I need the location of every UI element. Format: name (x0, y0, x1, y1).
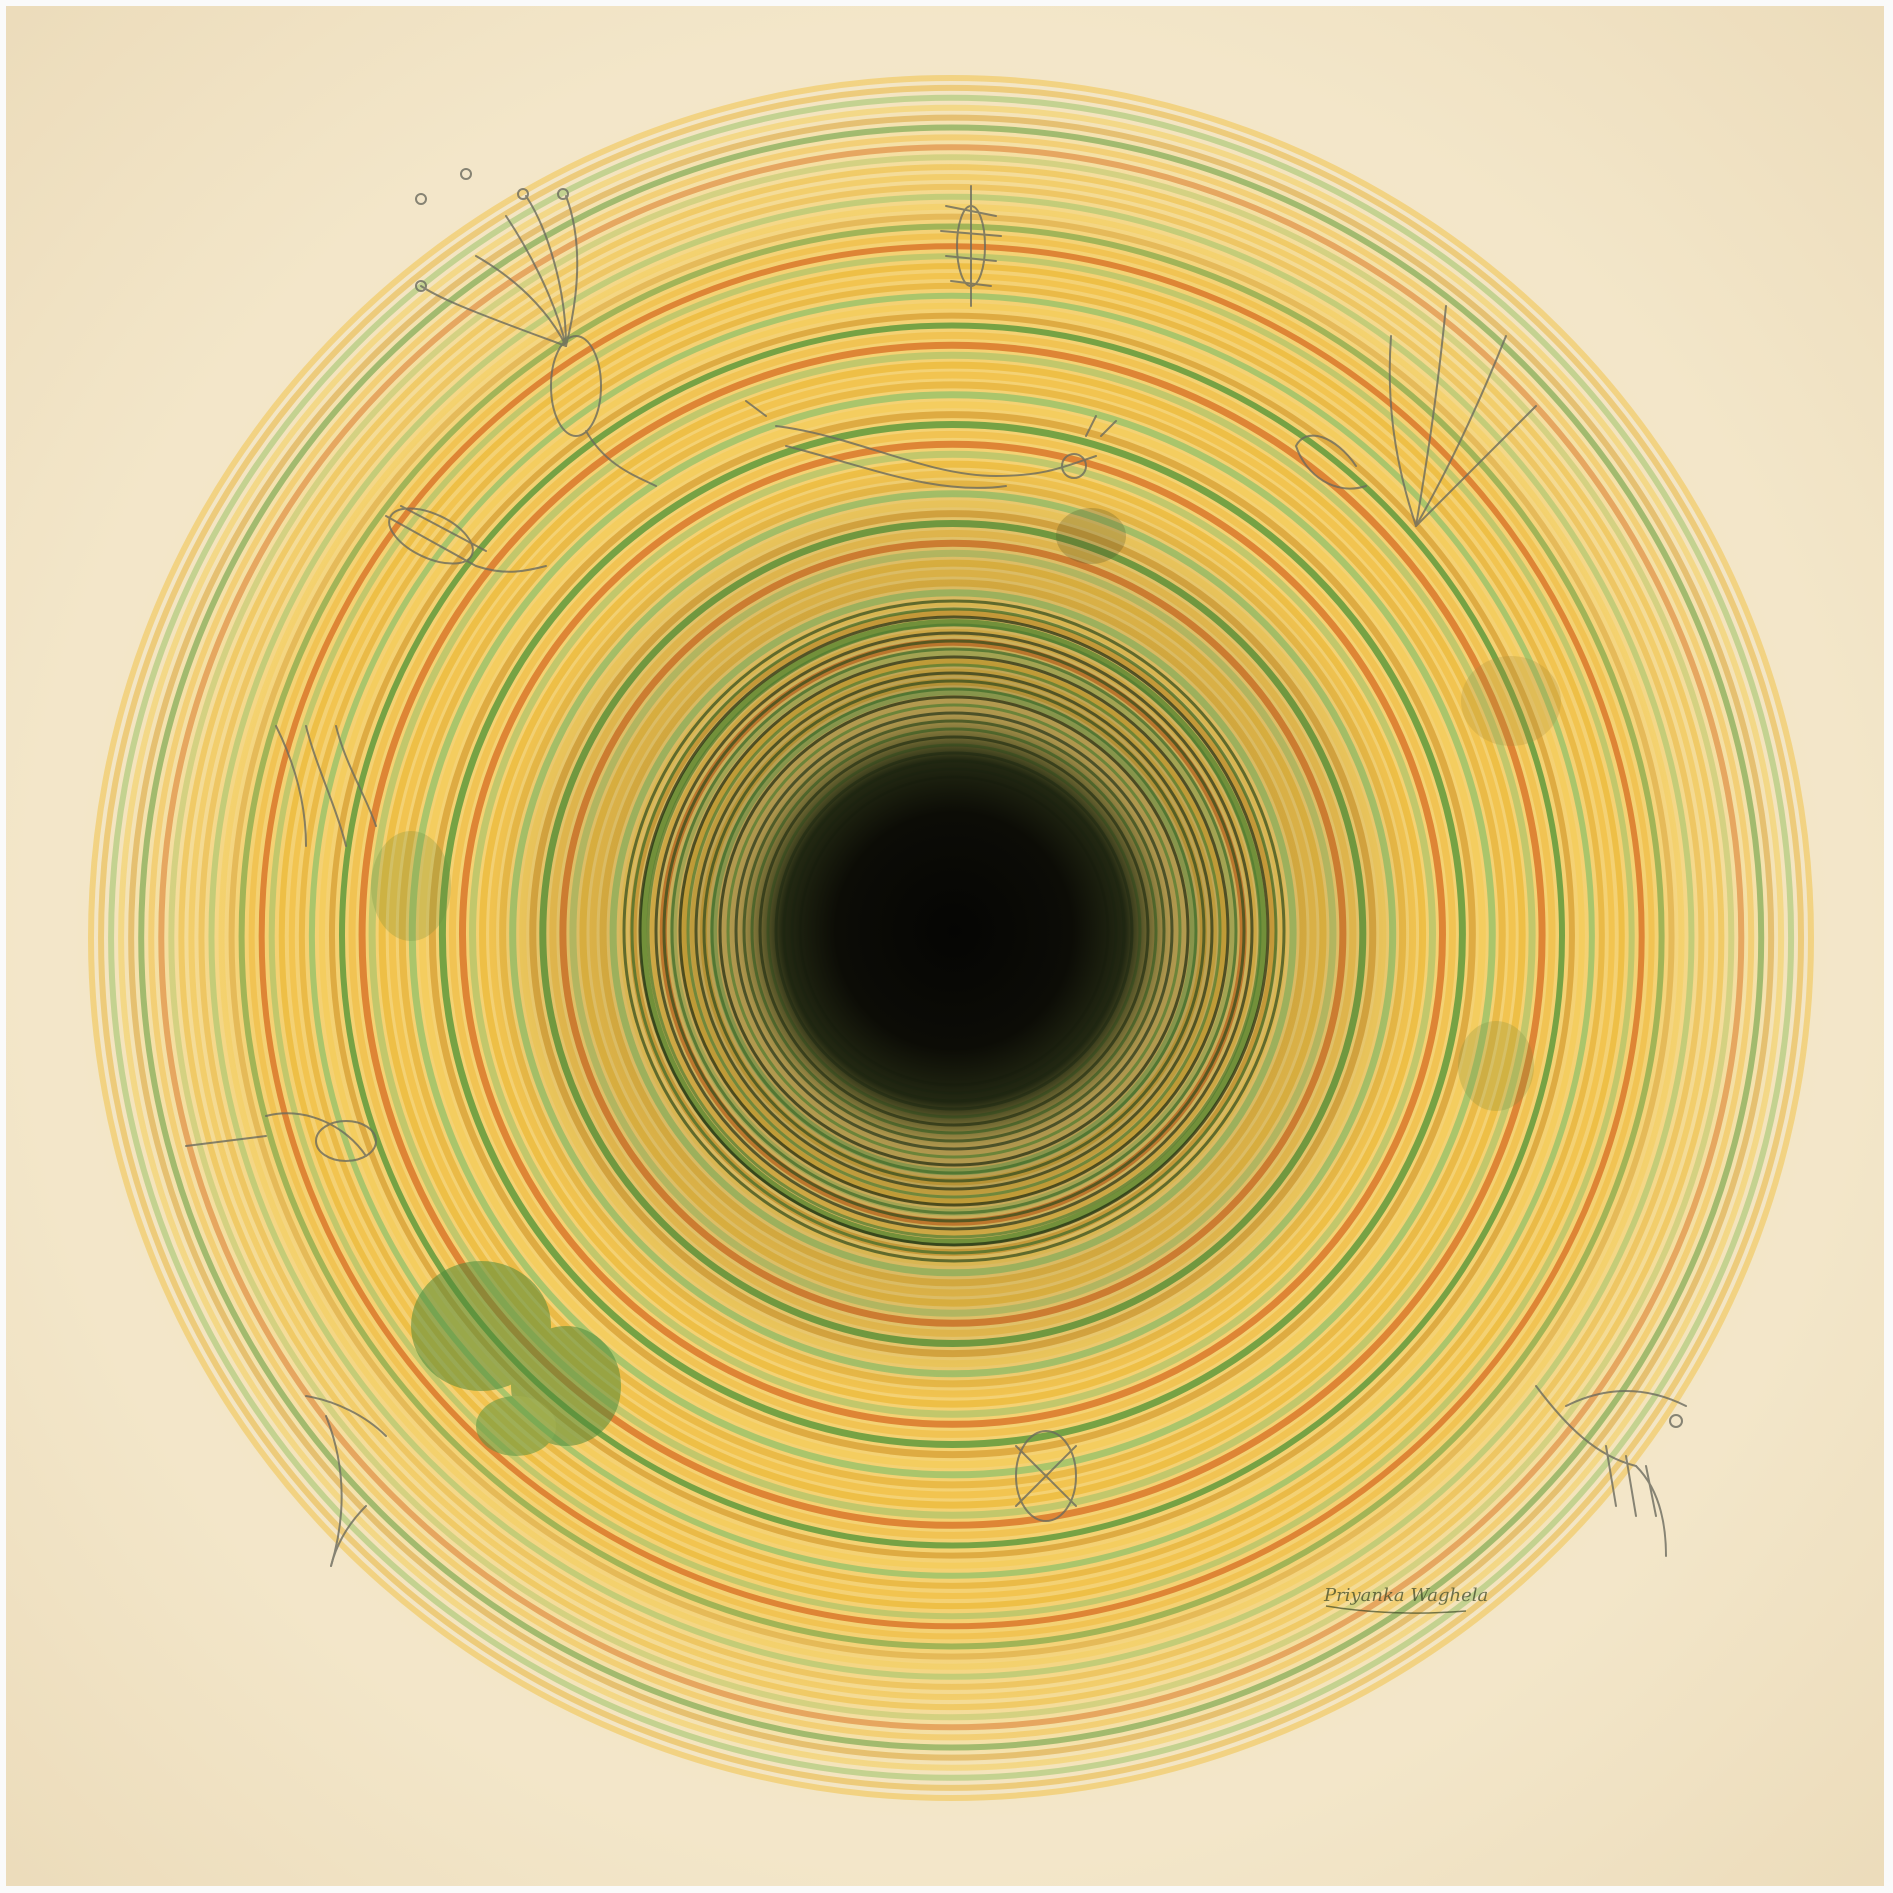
inner-ring (662, 639, 1246, 1223)
concentric-ring (128, 114, 1775, 1761)
shrimp-sketch-icon (1535, 1385, 1687, 1557)
concentric-ring (248, 233, 1655, 1640)
inner-ring (726, 703, 1182, 1159)
concentric-ring (418, 401, 1486, 1469)
inner-ring (718, 695, 1190, 1167)
plankton-sketch-icon (1015, 1430, 1077, 1522)
artist-signature: Priyanka Waghela (1323, 1585, 1488, 1614)
concentric-ring (428, 411, 1476, 1459)
inner-ring (670, 647, 1238, 1215)
inner-ring (622, 599, 1286, 1263)
concentric-ring (438, 421, 1466, 1448)
concentric-ring (208, 193, 1695, 1680)
concentric-ring (378, 361, 1526, 1509)
concentric-ring (258, 243, 1645, 1630)
concentric-ring (238, 223, 1665, 1650)
worm-sketch-icon (745, 400, 1117, 489)
inner-ring (710, 687, 1198, 1175)
inner-ring (678, 655, 1230, 1207)
concentric-ring (118, 104, 1785, 1771)
concentric-ring (318, 302, 1585, 1569)
inner-ring (638, 615, 1270, 1247)
concentric-ring (339, 322, 1565, 1549)
concentric-ring (398, 381, 1506, 1489)
signature-text: Priyanka Waghela (1323, 1585, 1488, 1606)
concentric-ring (348, 331, 1556, 1539)
concentric-ring (368, 351, 1536, 1519)
concentric-ring (458, 440, 1446, 1428)
concentric-circles-painting: Priyanka Waghela (6, 6, 1884, 1886)
concentric-ring (138, 124, 1765, 1751)
inner-ring (630, 607, 1278, 1255)
concentric-ring (228, 213, 1675, 1660)
algae-blot-icon (371, 508, 1561, 1111)
inner-ring (686, 663, 1222, 1199)
concentric-ring (88, 75, 1814, 1801)
hydra-sketch-icon (415, 168, 657, 487)
concentric-ring (328, 312, 1575, 1559)
concentric-ring (188, 174, 1715, 1700)
concentric-ring (98, 84, 1805, 1791)
concentric-ring (288, 273, 1615, 1599)
algae-blot-icon (411, 1261, 621, 1456)
painting-canvas: Priyanka Waghela (6, 6, 1884, 1886)
diatom-sketch-icon (385, 505, 547, 573)
inner-ring (734, 711, 1174, 1151)
inner-ring (702, 679, 1206, 1183)
concentric-ring (298, 282, 1605, 1589)
inner-ring (654, 631, 1254, 1231)
inner-ring (694, 671, 1214, 1191)
concentric-ring (388, 371, 1516, 1499)
concentric-ring (108, 94, 1795, 1781)
concentric-ring (198, 183, 1705, 1690)
concentric-ring (168, 154, 1735, 1721)
concentric-ring (178, 164, 1725, 1711)
concentric-ring (469, 450, 1437, 1418)
concentric-ring (158, 144, 1745, 1731)
concentric-ring (448, 430, 1456, 1438)
concentric-ring (278, 263, 1625, 1610)
concentric-ring (408, 391, 1496, 1479)
concentric-ring (358, 341, 1546, 1529)
hydra-sketch-icon (1294, 305, 1537, 527)
plankton-sketch-icon (305, 1395, 387, 1567)
plankton-sketch-icon (185, 1112, 377, 1162)
dark-center (739, 716, 1169, 1146)
plankton-sketch-icon (940, 185, 1002, 307)
inner-ring (646, 623, 1262, 1239)
diatom-sketch-icon (275, 725, 377, 847)
concentric-ring (148, 134, 1755, 1741)
concentric-ring (308, 292, 1595, 1579)
